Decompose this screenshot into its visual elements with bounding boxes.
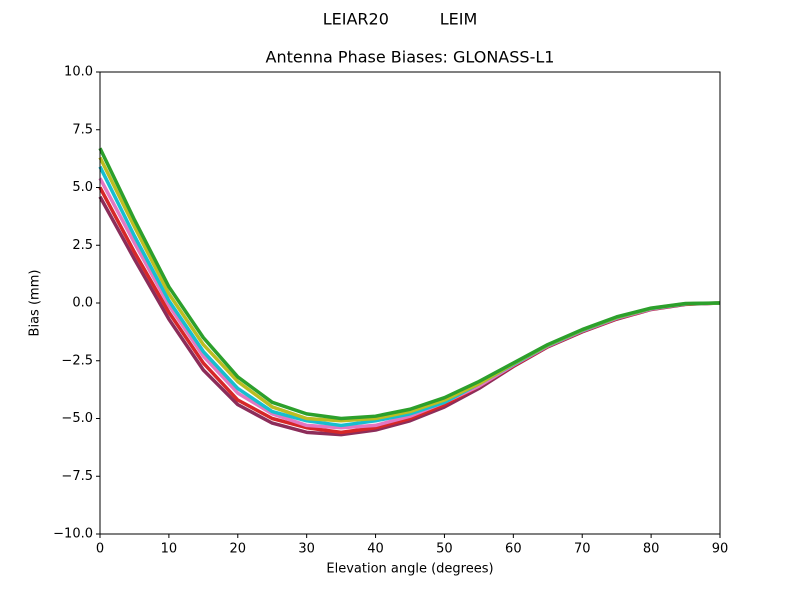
x-tick-label: 30 <box>298 542 315 557</box>
chart-title: Antenna Phase Biases: GLONASS-L1 <box>266 48 555 67</box>
y-tick-label: 2.5 <box>72 238 93 253</box>
y-axis-label: Bias (mm) <box>28 270 43 337</box>
y-tick-label: 7.5 <box>72 122 93 137</box>
x-tick-label: 10 <box>161 542 178 557</box>
x-tick-label: 80 <box>643 542 660 557</box>
y-tick-label: 5.0 <box>72 180 93 195</box>
x-tick-label: 20 <box>230 542 247 557</box>
y-tick-label: −2.5 <box>61 353 93 368</box>
x-tick-label: 40 <box>367 542 384 557</box>
series-line <box>98 156 721 423</box>
suptitle: LEIAR20 LEIM <box>323 10 478 29</box>
series-line <box>98 147 721 421</box>
x-tick-label: 90 <box>712 542 729 557</box>
y-tick-label: −5.0 <box>61 411 93 426</box>
x-tick-label: 70 <box>574 542 591 557</box>
series-line <box>98 177 721 430</box>
x-axis-label: Elevation angle (degrees) <box>326 562 493 577</box>
y-tick-label: −10.0 <box>53 527 93 542</box>
x-tick-label: 60 <box>505 542 522 557</box>
x-tick-label: 50 <box>436 542 453 557</box>
x-tick-label: 0 <box>96 542 104 557</box>
y-tick-label: 10.0 <box>64 65 93 80</box>
series-line <box>98 165 721 428</box>
series-line <box>98 186 721 435</box>
y-tick-label: 0.0 <box>72 296 93 311</box>
y-tick-label: −7.5 <box>61 469 93 484</box>
plot-frame <box>99 71 721 535</box>
